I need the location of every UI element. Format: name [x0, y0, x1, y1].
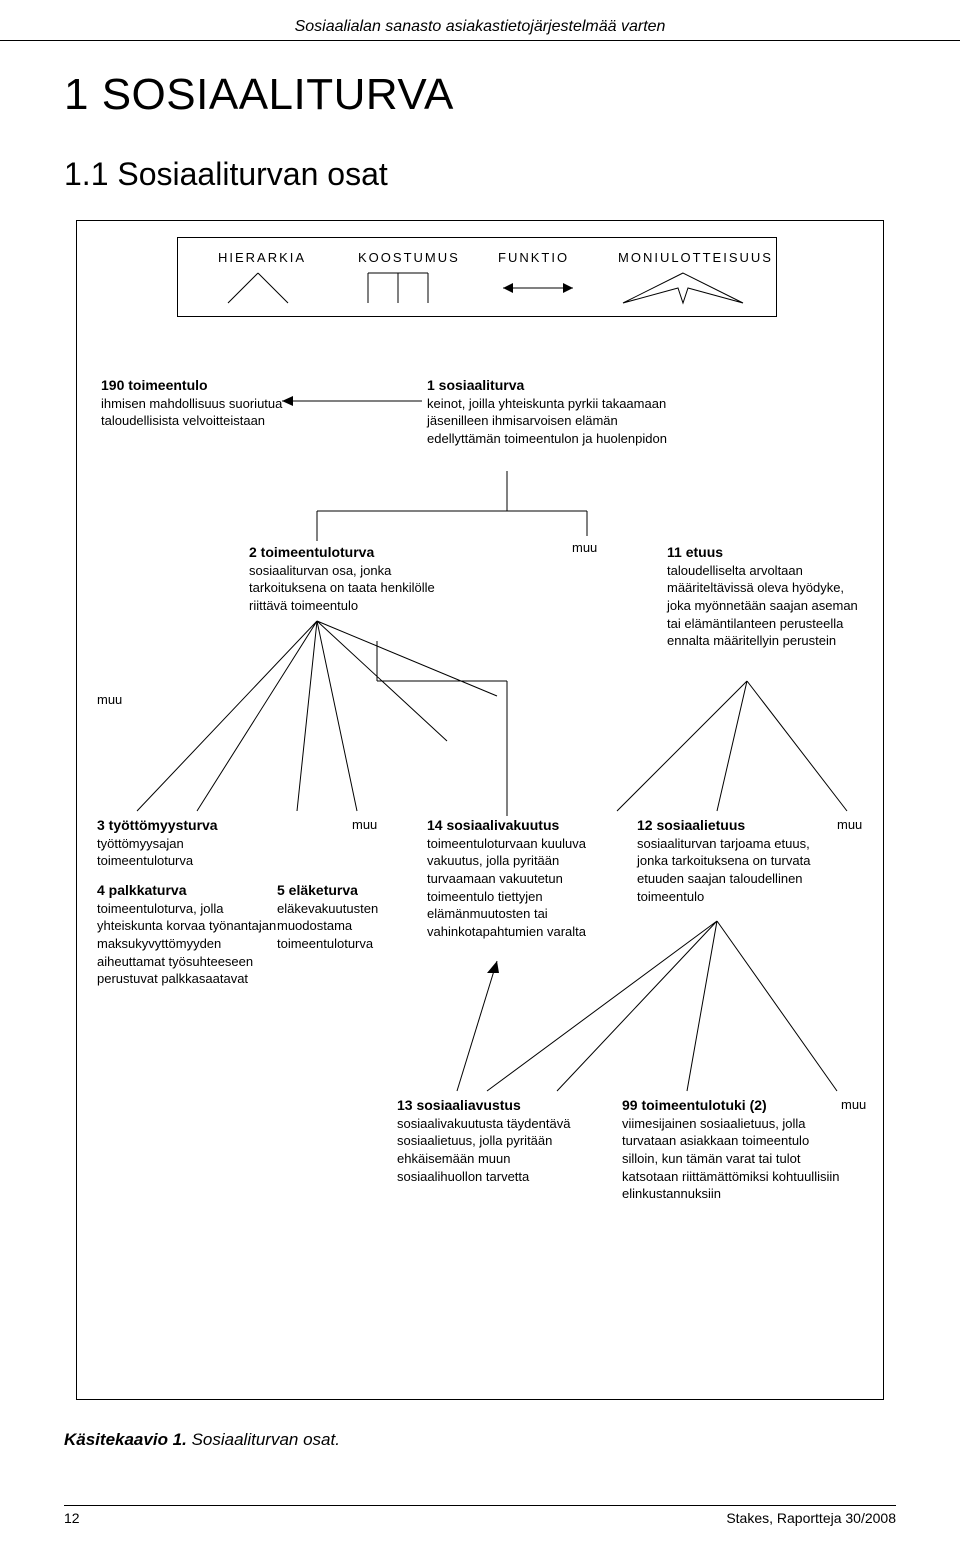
muu-text: muu: [841, 1096, 881, 1114]
muu-label: muu: [352, 816, 392, 834]
node-190-toimeentulo: 190 toimeentulo ihmisen mahdollisuus suo…: [101, 376, 291, 430]
node-title: 3 työttömyysturva: [97, 816, 257, 835]
node-desc: viimesijainen sosiaalietuus, jolla turva…: [622, 1115, 847, 1203]
node-5-elaketurva: 5 eläketurva eläkevakuutusten muodostama…: [277, 881, 407, 953]
page-footer: 12 Stakes, Raportteja 30/2008: [64, 1505, 896, 1526]
muu-text: muu: [572, 539, 612, 557]
node-2-toimeentuloturva: 2 toimeentuloturva sosiaaliturvan osa, j…: [249, 543, 439, 615]
muu-label: muu: [572, 539, 612, 557]
legend-box: HIERARKIA KOOSTUMUS FUNKTIO MONIULOTTEIS…: [177, 237, 777, 317]
page-header: Sosiaalialan sanasto asiakastietojärjest…: [0, 18, 960, 41]
node-14-sosiaalivakuutus: 14 sosiaalivakuutus toimeentuloturvaan k…: [427, 816, 617, 940]
node-4-palkkaturva: 4 palkkaturva toimeentuloturva, jolla yh…: [97, 881, 277, 988]
heading-1: 1 SOSIAALITURVA: [64, 70, 454, 120]
node-desc: sosiaaliturvan tarjoama etuus, jonka tar…: [637, 835, 832, 905]
node-3-tyottomyysturva: 3 työttömyysturva työttömyysajan toimeen…: [97, 816, 257, 870]
node-desc: eläkevakuutusten muodostama toimeentulot…: [277, 900, 407, 953]
node-desc: sosiaaliturvan osa, jonka tarkoituksena …: [249, 562, 439, 615]
caption-bold: Käsitekaavio 1.: [64, 1430, 187, 1449]
node-title: 14 sosiaalivakuutus: [427, 816, 617, 835]
muu-text: muu: [97, 691, 137, 709]
footer-source: Stakes, Raportteja 30/2008: [726, 1510, 896, 1526]
diagram-frame: HIERARKIA KOOSTUMUS FUNKTIO MONIULOTTEIS…: [76, 220, 884, 1400]
node-title: 190 toimeentulo: [101, 376, 291, 395]
node-desc: keinot, joilla yhteiskunta pyrkii takaam…: [427, 395, 687, 448]
node-1-sosiaaliturva: 1 sosiaaliturva keinot, joilla yhteiskun…: [427, 376, 687, 448]
node-desc: taloudelliselta arvoltaan määriteltäviss…: [667, 562, 867, 650]
caption-rest: Sosiaaliturvan osat.: [187, 1430, 340, 1449]
node-title: 4 palkkaturva: [97, 881, 277, 900]
node-title: 99 toimeentulotuki (2): [622, 1096, 847, 1115]
node-99-toimeentulotuki: 99 toimeentulotuki (2) viimesijainen sos…: [622, 1096, 847, 1203]
node-11-etuus: 11 etuus taloudelliselta arvoltaan määri…: [667, 543, 867, 650]
node-desc: työttömyysajan toimeentuloturva: [97, 835, 257, 870]
heading-1-1: 1.1 Sosiaaliturvan osat: [64, 156, 388, 193]
muu-label: muu: [97, 691, 137, 709]
page-number: 12: [64, 1510, 80, 1526]
node-title: 2 toimeentuloturva: [249, 543, 439, 562]
muu-text: muu: [837, 816, 877, 834]
node-desc: toimeentuloturva, jolla yhteiskunta korv…: [97, 900, 277, 988]
node-title: 5 eläketurva: [277, 881, 407, 900]
legend-glyphs: [178, 238, 778, 318]
node-desc: toimeentuloturvaan kuuluva vakuutus, jol…: [427, 835, 617, 940]
node-title: 12 sosiaalietuus: [637, 816, 832, 835]
node-12-sosiaalietuus: 12 sosiaalietuus sosiaaliturvan tarjoama…: [637, 816, 832, 905]
muu-label: muu: [837, 816, 877, 834]
node-title: 13 sosiaaliavustus: [397, 1096, 597, 1115]
muu-label: muu: [841, 1096, 881, 1114]
figure-caption: Käsitekaavio 1. Sosiaaliturvan osat.: [64, 1430, 340, 1450]
node-13-sosiaaliavustus: 13 sosiaaliavustus sosiaalivakuutusta tä…: [397, 1096, 597, 1185]
node-title: 11 etuus: [667, 543, 867, 562]
muu-text: muu: [352, 816, 392, 834]
node-desc: sosiaalivakuutusta täydentävä sosiaaliet…: [397, 1115, 597, 1185]
node-desc: ihmisen mahdollisuus suoriutua taloudell…: [101, 395, 291, 430]
node-title: 1 sosiaaliturva: [427, 376, 687, 395]
